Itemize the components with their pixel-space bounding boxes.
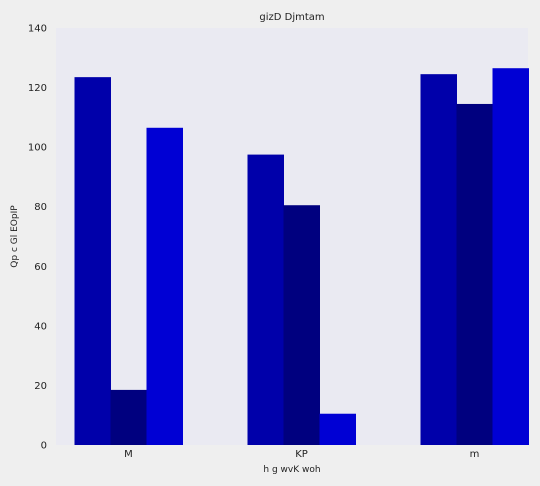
- x-tick-label: KP: [295, 449, 308, 460]
- bar-M-series-2: [110, 389, 147, 445]
- bar-M-series-3: [146, 127, 183, 446]
- y-axis-ticks: 0 20 40 60 80 100 120 140: [28, 24, 47, 452]
- x-axis-label: h g wvK woh: [263, 465, 320, 475]
- bar-M-series-1: [74, 77, 111, 446]
- chart-title: gizD Djmtam: [259, 12, 324, 23]
- y-tick-label: 100: [28, 143, 47, 154]
- bar-KP-series-1: [247, 154, 284, 445]
- y-tick-label: 140: [28, 24, 47, 35]
- x-tick-label: M: [124, 449, 133, 460]
- y-tick-label: 120: [28, 83, 47, 94]
- bar-KP-series-3: [319, 413, 356, 445]
- x-tick-label: m: [470, 449, 480, 460]
- y-tick-label: 20: [34, 381, 47, 392]
- bar-m-series-1: [420, 74, 457, 446]
- bar-KP-series-2: [283, 205, 320, 445]
- y-tick-label: 80: [34, 202, 47, 213]
- bar-m-series-3: [492, 68, 529, 445]
- y-tick-label: 40: [34, 321, 47, 332]
- bar-m-series-2: [456, 103, 493, 445]
- x-axis-ticks: M KP m: [124, 449, 479, 460]
- y-tick-label: 0: [41, 441, 47, 452]
- y-tick-label: 60: [34, 262, 47, 273]
- y-axis-label: Qp c Gl EOpIP: [10, 205, 20, 268]
- bars-group: [74, 68, 529, 446]
